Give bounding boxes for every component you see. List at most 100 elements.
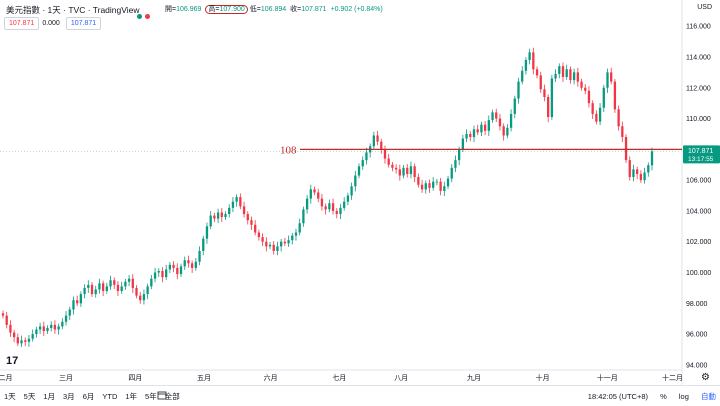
- candle-body: [257, 232, 261, 238]
- candle-body: [521, 70, 524, 82]
- candle-body: [413, 166, 416, 178]
- candle-body: [61, 321, 64, 327]
- change-value: +0.902 (+0.84%): [330, 6, 383, 13]
- candle-body: [5, 315, 8, 325]
- candle-body: [283, 241, 287, 244]
- clock-time[interactable]: 18:42:05 (UTC+8): [587, 392, 649, 401]
- symbol-title[interactable]: 美元指數 · 1天 · TVC · TradingView: [6, 5, 140, 15]
- candle-body: [632, 169, 635, 178]
- candle-body: [409, 166, 413, 174]
- candle-body: [131, 278, 134, 288]
- range-button-5[interactable]: YTD: [102, 392, 118, 401]
- candle-body: [617, 109, 620, 127]
- candle-body: [380, 141, 383, 150]
- x-tick-label: 六月: [264, 373, 278, 382]
- candle-body: [357, 166, 361, 176]
- candle-body: [213, 215, 216, 219]
- currency-label[interactable]: USD: [697, 4, 712, 11]
- scale-controls: 18:42:05 (UTC+8) % log 自動: [578, 391, 716, 402]
- candle-body: [561, 66, 565, 77]
- tradingview-logo[interactable]: 17: [6, 355, 18, 367]
- candle-body: [16, 337, 19, 344]
- calendar-icon[interactable]: [157, 390, 167, 400]
- range-button-1[interactable]: 5天: [23, 392, 36, 401]
- candle-body: [127, 278, 131, 282]
- candle-body: [439, 181, 442, 191]
- range-button-4[interactable]: 6月: [82, 392, 95, 401]
- candle-body: [428, 183, 431, 188]
- candle-body: [547, 96, 550, 118]
- horizontal-line-label: 108: [280, 144, 297, 156]
- candle-body: [606, 72, 609, 88]
- ohlc-readout: 開=106.969 高=107.900 低=106.894 收=107.871 +0.…: [165, 5, 383, 14]
- sell-button[interactable]: 107.871: [4, 17, 40, 30]
- percent-toggle[interactable]: %: [660, 392, 667, 401]
- candle-body: [116, 284, 120, 292]
- candle-body: [535, 69, 539, 76]
- candle-body: [465, 133, 468, 139]
- range-button-6[interactable]: 1年: [125, 392, 138, 401]
- x-tick-label: 十月: [536, 373, 550, 382]
- x-tick-label: 七月: [332, 373, 346, 382]
- range-button-0[interactable]: 1天: [4, 392, 16, 401]
- last-price-tag: [683, 145, 720, 164]
- range-selector: 1天 5天 1月 3月 6月 YTD 1年 5年 全部: [4, 391, 188, 402]
- candle-body: [187, 260, 190, 264]
- candle-body: [391, 164, 394, 168]
- range-button-7[interactable]: 5年: [145, 392, 157, 401]
- y-tick-label: 100.000: [686, 270, 711, 277]
- settings-gear-icon[interactable]: ⚙: [701, 372, 710, 383]
- candle-body: [172, 264, 175, 268]
- candle-body: [339, 207, 342, 215]
- candle-body: [406, 167, 409, 174]
- range-button-8[interactable]: 全部: [164, 392, 180, 401]
- candle-body: [124, 281, 127, 287]
- candle-body: [31, 334, 34, 339]
- range-button-2[interactable]: 1月: [43, 392, 56, 401]
- candle-body: [38, 326, 42, 330]
- candle-body: [190, 263, 194, 268]
- candle-body: [461, 138, 465, 150]
- candle-body: [420, 184, 424, 190]
- candle-body: [361, 160, 364, 167]
- candle-body: [524, 60, 528, 71]
- candle-body: [46, 327, 49, 332]
- y-tick-label: 106.000: [686, 178, 711, 185]
- candle-body: [287, 240, 290, 244]
- candle-body: [543, 89, 546, 97]
- candle-body: [87, 284, 90, 288]
- candle-body: [120, 286, 123, 292]
- buy-button[interactable]: 107.871: [65, 17, 102, 30]
- auto-scale-toggle[interactable]: 自動: [701, 392, 716, 401]
- candle-body: [24, 340, 27, 342]
- range-button-3[interactable]: 3月: [63, 392, 75, 401]
- candle-body: [320, 198, 324, 207]
- candle-body: [1, 313, 5, 316]
- high-highlight: 高=107.900: [205, 5, 248, 14]
- x-tick-label: 二月: [0, 374, 12, 382]
- price-chart[interactable]: 94.000 96.000 98.000 100.000 102.000 104.000 1…: [0, 0, 720, 385]
- candle-body: [324, 206, 327, 210]
- candle-body: [372, 135, 376, 147]
- candle-body: [469, 133, 472, 138]
- candle-body: [432, 181, 435, 188]
- candle-body: [450, 167, 453, 179]
- candle-body: [250, 220, 253, 225]
- candle-body: [647, 165, 650, 173]
- candle-body: [135, 287, 138, 296]
- candle-body: [554, 73, 557, 79]
- log-toggle[interactable]: log: [678, 392, 689, 401]
- candle-body: [83, 287, 86, 295]
- candle-body: [94, 289, 97, 295]
- candle-body: [576, 72, 579, 82]
- spread-value: 0.000: [42, 20, 60, 27]
- candle-body: [572, 72, 576, 81]
- candle-body: [231, 201, 235, 208]
- candle-body: [483, 124, 487, 131]
- candle-body: [272, 244, 275, 251]
- candle-body: [476, 129, 479, 133]
- x-tick-label: 四月: [128, 374, 142, 382]
- candle-body: [621, 126, 624, 138]
- candle-body: [202, 238, 205, 251]
- candle-body: [650, 151, 654, 166]
